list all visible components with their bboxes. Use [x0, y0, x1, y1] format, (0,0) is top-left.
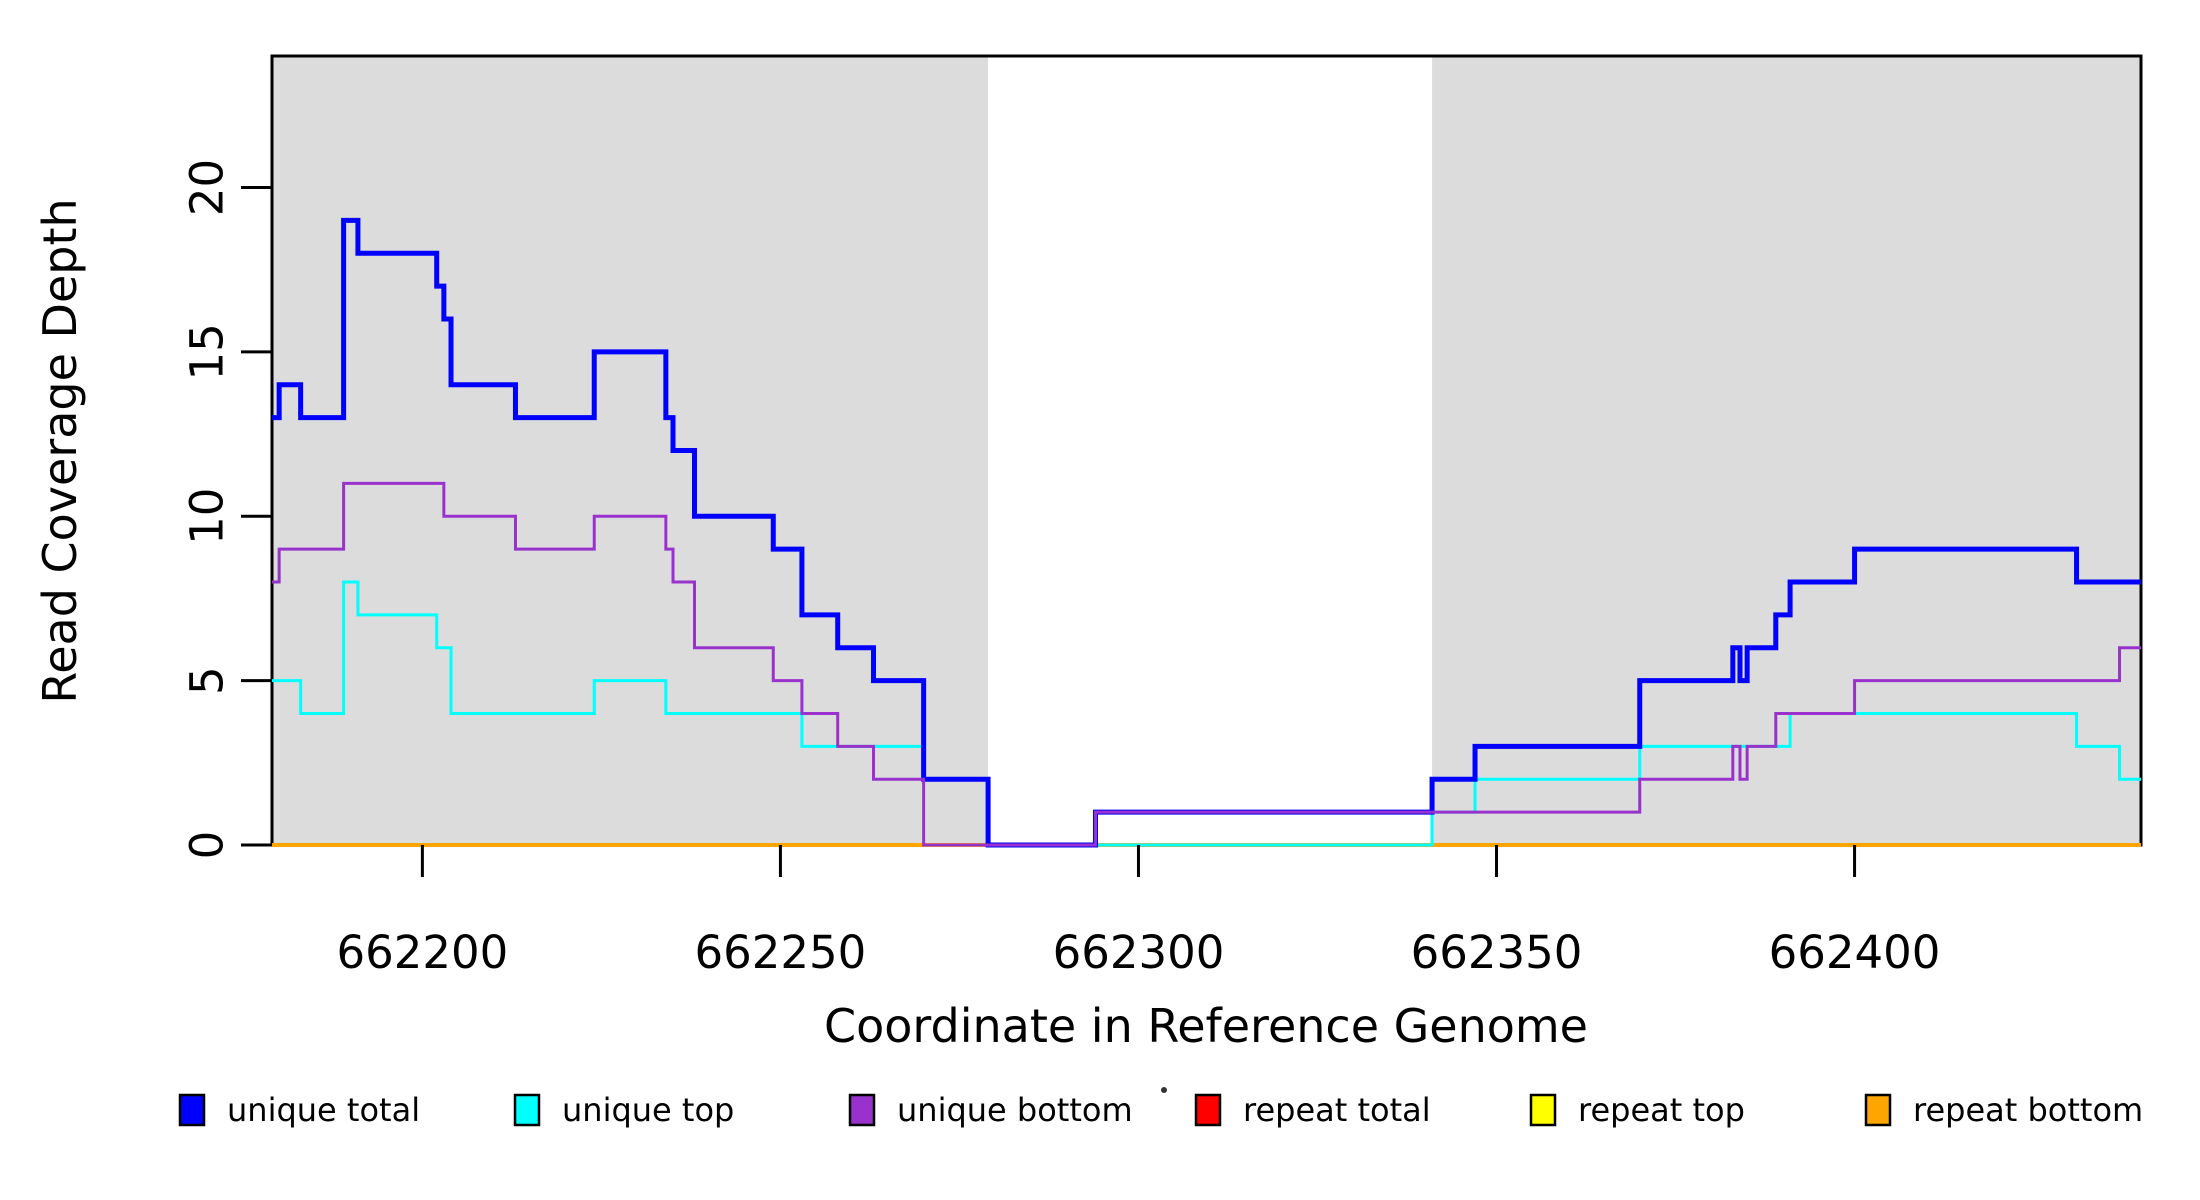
x-tick-label: 662250: [695, 926, 867, 979]
x-tick-label: 662400: [1769, 926, 1941, 979]
series-line-unique-bottom: [272, 481, 2141, 847]
series-line-unique-total: [272, 217, 2141, 848]
shaded-region: [272, 56, 989, 845]
legend-label: unique total: [227, 1091, 420, 1129]
y-tick-label: 0: [181, 831, 234, 860]
legend-swatch-repeat-bottom: [1864, 1093, 1892, 1127]
legend-label: repeat top: [1578, 1091, 1745, 1129]
legend-swatch-repeat-total: [1194, 1093, 1222, 1127]
x-tick-label: 662200: [336, 926, 508, 979]
y-axis-title: Read Coverage Depth: [33, 198, 87, 703]
legend-label: unique top: [562, 1091, 734, 1129]
stray-mark: [1161, 1087, 1167, 1093]
x-axis: 662200 662250 662300 662350 662400: [336, 845, 1940, 979]
y-tick-label: 20: [181, 159, 234, 216]
legend-swatch-unique-bottom: [848, 1093, 876, 1127]
shaded-region: [1432, 56, 2141, 845]
legend: unique total unique top unique bottom repea…: [178, 1091, 2143, 1129]
series-lines: [272, 217, 2141, 848]
legend-swatch-unique-total: [178, 1093, 206, 1127]
y-tick-label: 5: [181, 666, 234, 695]
legend-swatch-repeat-top: [1529, 1093, 1557, 1127]
legend-label: repeat bottom: [1913, 1091, 2143, 1129]
legend-swatch-unique-top: [513, 1093, 541, 1127]
legend-label: unique bottom: [897, 1091, 1133, 1129]
shaded-regions: [272, 56, 2141, 845]
x-tick-label: 662300: [1053, 926, 1225, 979]
y-tick-label: 15: [181, 323, 234, 380]
x-axis-title: Coordinate in Reference Genome: [824, 999, 1588, 1053]
y-tick-label: 10: [181, 488, 234, 545]
y-axis: 0 5 10 15 20: [181, 159, 272, 860]
x-tick-label: 662350: [1411, 926, 1583, 979]
legend-label: repeat total: [1243, 1091, 1431, 1129]
